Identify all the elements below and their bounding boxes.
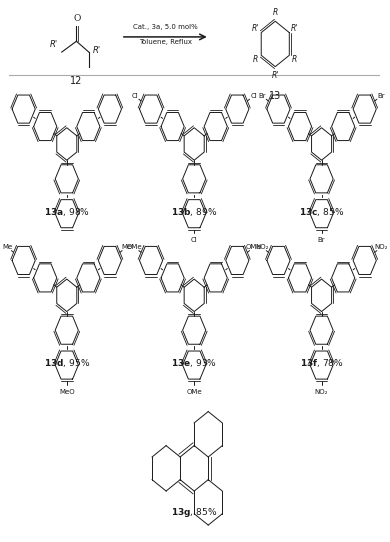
Text: R': R' [252, 24, 260, 33]
Text: R': R' [271, 71, 279, 80]
Text: R': R' [291, 24, 298, 33]
Text: MeO: MeO [59, 389, 74, 395]
Text: R': R' [93, 47, 101, 55]
Text: NO₂: NO₂ [255, 244, 269, 250]
Text: Cl: Cl [191, 237, 198, 243]
Text: Me: Me [2, 244, 12, 250]
Text: 13: 13 [269, 91, 281, 101]
Text: $\mathbf{13a}$, 98%: $\mathbf{13a}$, 98% [44, 206, 90, 218]
Text: OMe: OMe [246, 244, 262, 250]
Text: R: R [292, 55, 297, 64]
Text: NO₂: NO₂ [374, 244, 388, 250]
Text: NO₂: NO₂ [315, 389, 328, 395]
Text: $\mathbf{13c}$, 85%: $\mathbf{13c}$, 85% [299, 206, 344, 218]
Text: Toluene, Reflux: Toluene, Reflux [139, 38, 192, 44]
Text: $\mathbf{13f}$, 78%: $\mathbf{13f}$, 78% [300, 358, 344, 370]
Text: O: O [74, 14, 81, 23]
Text: Cat., 3a, 5.0 mol%: Cat., 3a, 5.0 mol% [133, 24, 198, 30]
Text: R: R [253, 55, 259, 64]
Text: R: R [273, 8, 278, 17]
Text: $\mathbf{13b}$, 89%: $\mathbf{13b}$, 89% [171, 206, 217, 218]
Text: $\mathbf{13d}$, 95%: $\mathbf{13d}$, 95% [44, 358, 90, 370]
Text: Me: Me [121, 244, 131, 250]
Text: R': R' [50, 40, 58, 49]
Text: 12: 12 [70, 76, 83, 86]
Text: OMe: OMe [186, 389, 202, 395]
Text: OMe: OMe [127, 244, 142, 250]
Text: Br: Br [378, 93, 385, 99]
Text: Cl: Cl [131, 93, 138, 99]
Text: Br: Br [318, 237, 325, 243]
Text: $\mathbf{13g}$, 85%: $\mathbf{13g}$, 85% [171, 506, 217, 519]
Text: Br: Br [258, 93, 266, 99]
Text: $\mathbf{13e}$, 93%: $\mathbf{13e}$, 93% [171, 358, 217, 370]
Text: Cl: Cl [250, 93, 257, 99]
